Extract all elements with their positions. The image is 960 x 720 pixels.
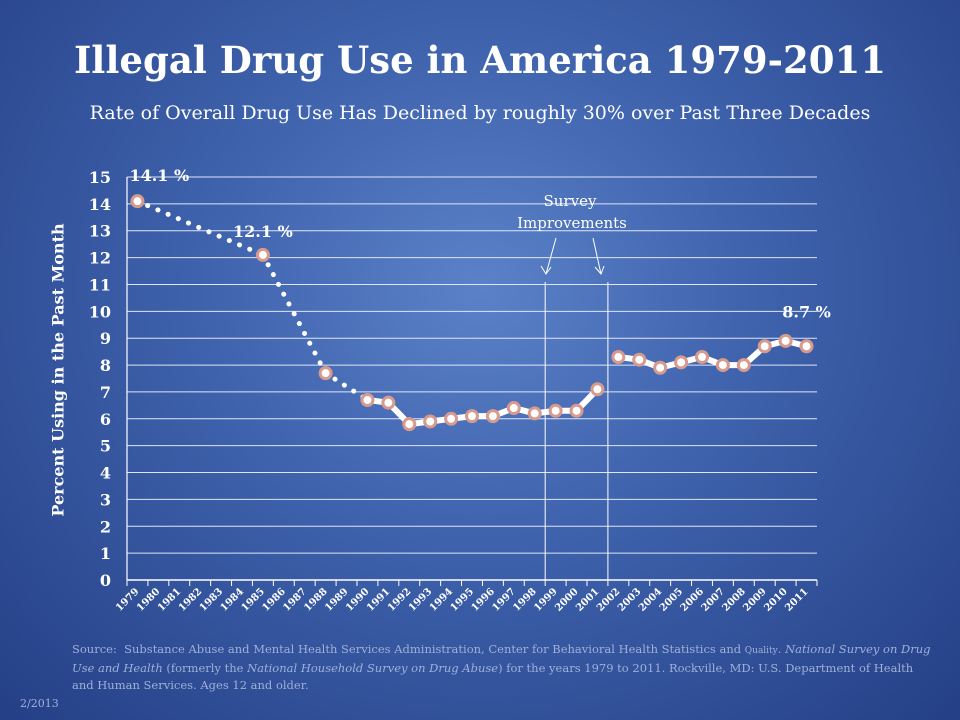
date-stamp: 2/2013 <box>20 697 59 710</box>
y-tick-label: 5 <box>100 437 111 456</box>
source-label: Source: <box>72 642 117 656</box>
data-point <box>569 403 584 418</box>
series-segment-dotted <box>323 370 370 403</box>
data-point <box>130 194 145 209</box>
y-tick-label: 8 <box>100 356 111 375</box>
y-tick-label: 11 <box>89 275 111 294</box>
source-text: Substance Abuse and Mental Health Servic… <box>124 642 742 656</box>
source-survey-name: National Survey on Drug Use and Health <box>72 642 931 675</box>
y-tick-label: 2 <box>100 517 111 536</box>
source-text-mid: (formerly the <box>162 661 248 675</box>
y-tick-label: 13 <box>89 222 111 241</box>
series-segment-dotted <box>134 198 266 258</box>
annotation-text: Survey <box>544 192 597 210</box>
series-segment-dotted <box>260 252 329 376</box>
data-label: 14.1 % <box>129 166 189 185</box>
y-tick-label: 4 <box>100 464 111 483</box>
source-former-name: National Household Survey on Drug Abuse <box>247 661 499 675</box>
data-point <box>799 339 814 354</box>
y-tick-label: 15 <box>89 168 111 187</box>
x-tick-label: 2011 <box>783 586 810 613</box>
data-point <box>715 358 730 373</box>
arrow-icon <box>592 237 605 275</box>
data-point <box>444 411 459 426</box>
data-point <box>611 350 626 365</box>
y-tick-label: 14 <box>89 195 111 214</box>
data-point <box>527 406 542 421</box>
annotation-text: Improvements <box>517 214 627 232</box>
data-point <box>653 360 668 375</box>
data-point <box>485 409 500 424</box>
y-tick-label: 6 <box>100 410 111 429</box>
data-point <box>381 395 396 410</box>
data-point <box>757 339 772 354</box>
data-point <box>402 417 417 432</box>
source-text-end: ) for the years 1979 to 2011. Rockville,… <box>72 661 914 692</box>
data-point <box>736 358 751 373</box>
data-point <box>465 409 479 424</box>
y-tick-label: 3 <box>100 490 111 509</box>
data-label: 8.7 % <box>782 302 831 321</box>
data-point <box>674 355 689 370</box>
data-label: 12.1 % <box>233 222 293 241</box>
y-tick-label: 10 <box>89 302 111 321</box>
data-point <box>360 392 375 407</box>
data-point <box>778 333 793 348</box>
y-tick-label: 9 <box>100 329 111 348</box>
data-point <box>255 247 270 262</box>
data-point <box>632 352 647 367</box>
source-note: Source: Substance Abuse and Mental Healt… <box>72 641 932 694</box>
data-point <box>423 414 438 429</box>
y-tick-label: 7 <box>100 383 111 402</box>
data-point <box>590 382 605 397</box>
chart-title: Illegal Drug Use in America 1979-2011 <box>74 38 886 82</box>
chart-subtitle: Rate of Overall Drug Use Has Declined by… <box>89 102 871 124</box>
y-tick-label: 1 <box>100 544 111 563</box>
source-text-sep: . <box>777 642 786 656</box>
arrow-icon <box>540 237 557 275</box>
data-point <box>506 401 521 416</box>
data-point <box>548 403 563 418</box>
y-tick-label: 0 <box>100 571 111 590</box>
source-text-quality: Quality <box>744 646 778 656</box>
y-tick-label: 12 <box>89 249 111 268</box>
data-point <box>318 366 333 381</box>
data-point <box>695 350 709 365</box>
